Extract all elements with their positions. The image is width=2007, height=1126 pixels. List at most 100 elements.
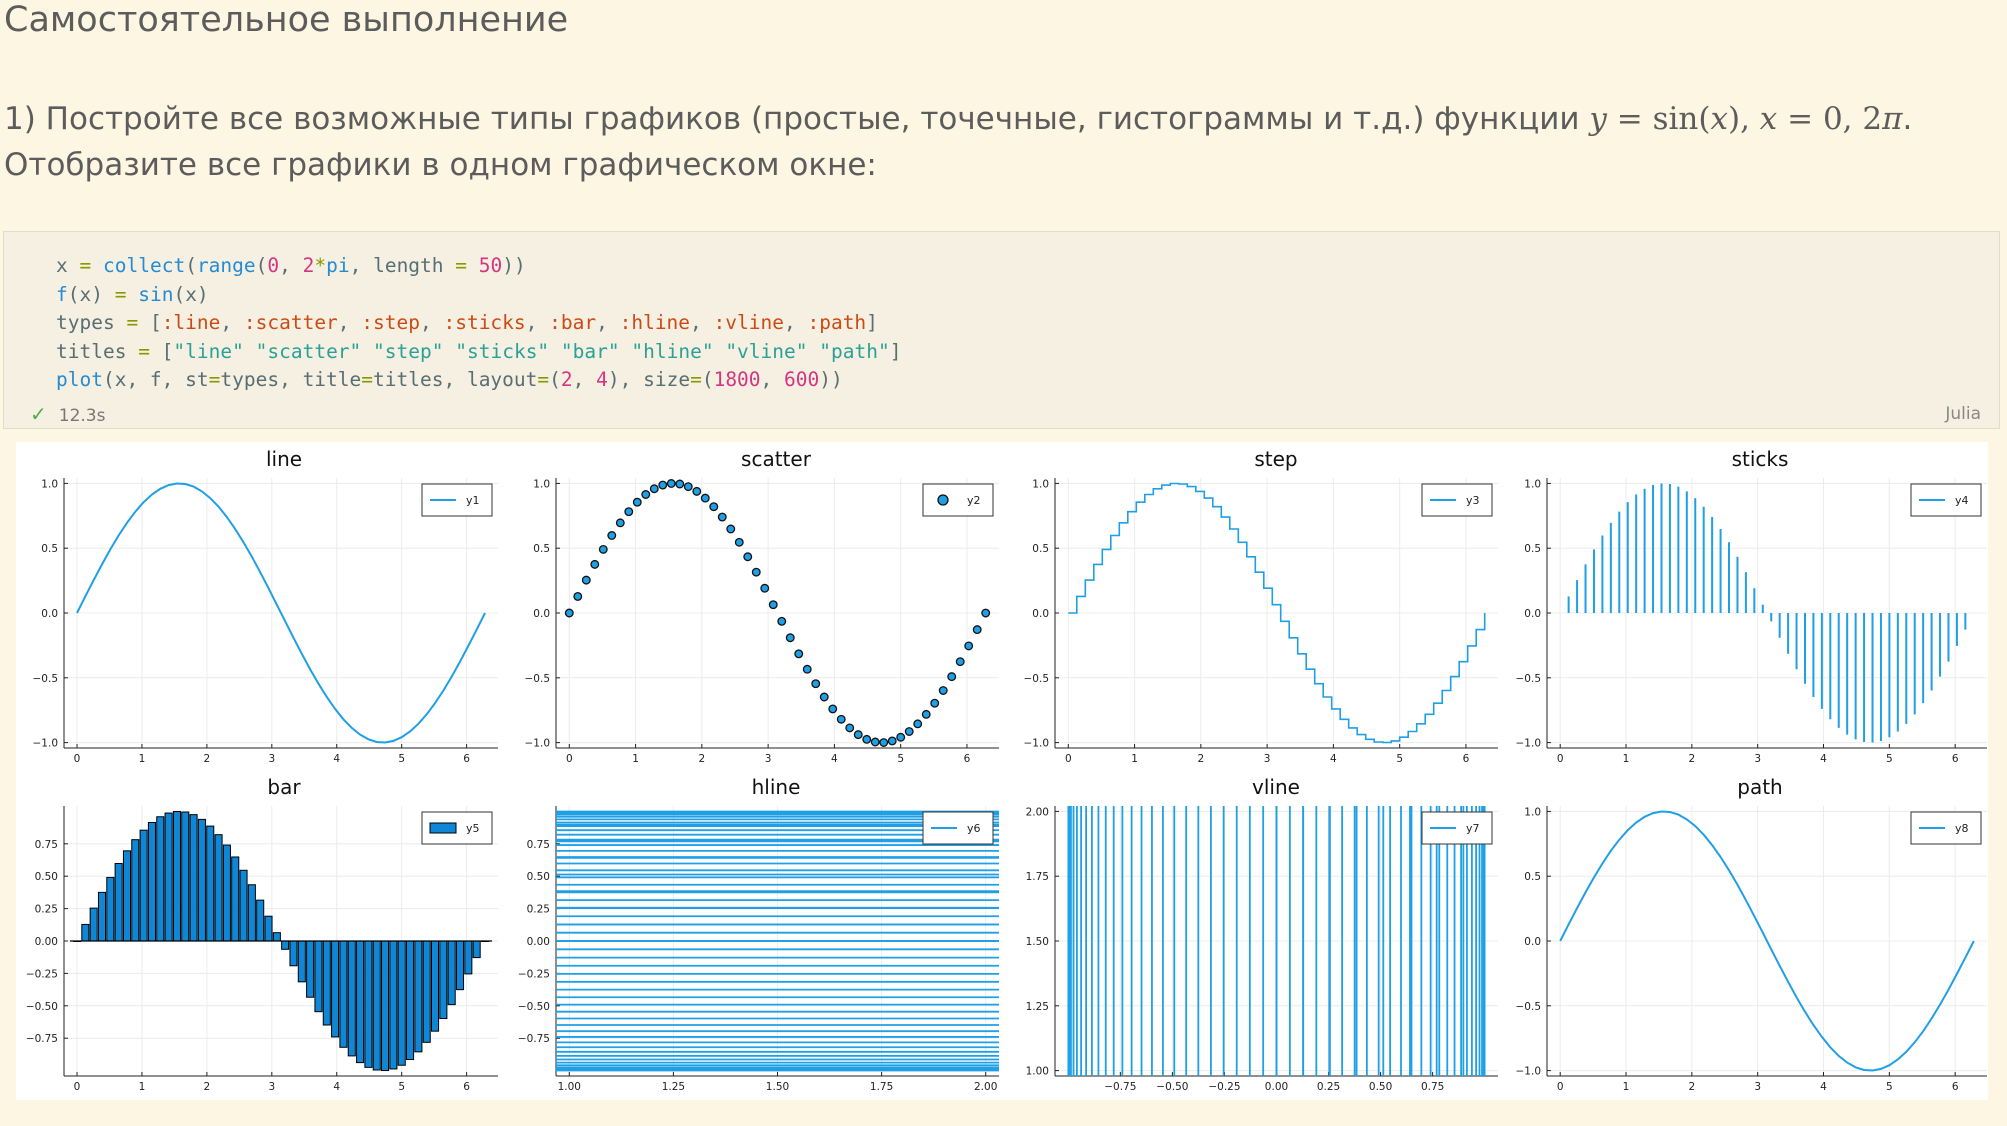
execution-status: ✓ 12.3s [30, 402, 105, 426]
code-cell[interactable]: x = collect(range(0, 2*pi, length = 50))… [3, 231, 2000, 429]
chart-panel-path: 0 1 2 3 4 5 6 1.0 0.5 0.0 −0.5 −1.0 path y8 [1516, 775, 1987, 1093]
x-tick-label: 0.75 [1421, 1081, 1444, 1093]
chart-title: bar [267, 775, 301, 799]
y-tick-label: −0.5 [1024, 673, 1050, 685]
bar [106, 876, 115, 942]
scatter-point [938, 686, 948, 695]
legend-label: y3 [1466, 494, 1480, 507]
x-tick-label: 6 [463, 753, 470, 765]
x-tick-label: 3 [268, 753, 275, 765]
bar [197, 818, 206, 942]
bar [397, 940, 406, 1066]
y-tick-label: 0.5 [533, 543, 550, 555]
x-tick-label: 0.25 [1317, 1081, 1340, 1093]
chart-panel-step: 0 1 2 3 4 5 6 1.0 0.5 0.0 −0.5 −1.0 step y3 [1024, 447, 1498, 765]
chart-panel-vline: −0.75 −0.50 −0.25 0.00 0.25 0.50 0.75 2.00 1.75 1… [1026, 775, 1498, 1093]
y-tick-label: 1.0 [1524, 806, 1541, 818]
y-tick-label: 1.0 [41, 478, 58, 490]
x-tick-label: 1 [632, 753, 639, 765]
x-tick-label: 4 [1330, 753, 1337, 765]
x-tick-label: 0 [74, 753, 81, 765]
scatter-point [700, 493, 710, 503]
x-tick-label: 1 [139, 753, 146, 765]
y-tick-label: 0.0 [41, 608, 58, 620]
chart-title: sticks [1732, 447, 1789, 471]
x-tick-label: 6 [1952, 753, 1959, 765]
section-heading: Самостоятельное выполнение [4, 0, 569, 40]
scatter-point [896, 732, 906, 742]
y-tick-label: 1.0 [1032, 478, 1049, 490]
y-tick-label: 0.50 [35, 871, 58, 883]
scatter-point [717, 512, 727, 522]
legend-box [922, 483, 994, 517]
series-line [76, 482, 486, 744]
bar [372, 940, 381, 1071]
formula-pi: π [1882, 101, 1903, 137]
code-editor[interactable]: x = collect(range(0, 2*pi, length = 50))… [56, 252, 901, 395]
scatter-point [913, 719, 923, 729]
x-tick-label: −0.50 [1156, 1081, 1188, 1093]
x-tick-label: 5 [897, 753, 904, 765]
scatter-point [581, 575, 591, 585]
bar [214, 834, 223, 942]
bar [256, 899, 265, 942]
x-tick-label: 6 [964, 753, 971, 765]
bar [331, 940, 340, 1038]
bar [422, 940, 431, 1043]
legend-label: y2 [967, 494, 981, 507]
scatter-point [658, 480, 668, 490]
x-tick-label: 6 [463, 1081, 470, 1093]
x-tick-label: 4 [1820, 753, 1827, 765]
scatter-point [598, 544, 608, 554]
x-tick-label: 5 [1886, 753, 1893, 765]
scatter-point [641, 490, 651, 499]
x-tick-label: 1.00 [558, 1081, 581, 1093]
x-tick-label: 2 [204, 1081, 211, 1093]
bar [97, 891, 107, 942]
legend-label: y4 [1955, 494, 1969, 507]
scatter-point [590, 559, 600, 569]
bar [347, 940, 356, 1057]
scatter-point [692, 486, 702, 496]
bar [189, 814, 198, 942]
code-line: x = collect(range(0, 2*pi, length = 50)) [56, 254, 526, 277]
scatter-point [666, 479, 676, 488]
scatter-point [828, 704, 838, 714]
y-tick-label: −0.25 [26, 968, 58, 980]
x-tick-label: 0 [74, 1081, 81, 1093]
bar [272, 932, 281, 942]
scatter-point [777, 616, 787, 626]
code-line: titles = ["line" "scatter" "step" "stick… [56, 339, 902, 363]
cell-language[interactable]: Julia [1945, 404, 1981, 424]
x-tick-label: 5 [1396, 753, 1403, 765]
scatter-point [819, 692, 829, 702]
formula-x: x [1710, 101, 1728, 137]
execution-time: 12.3s [58, 406, 106, 426]
scatter-point [921, 709, 931, 719]
bar [455, 940, 465, 991]
scatter-point [743, 552, 753, 562]
x-tick-label: 2 [1689, 753, 1696, 765]
chart-panel-line: 0 1 2 3 4 5 6 1.0 0.5 0.0 −0.5 −1.0 line y1 [33, 447, 498, 765]
y-tick-label: 0.5 [1524, 871, 1541, 883]
y-tick-label: 1.00 [1026, 1066, 1049, 1078]
y-tick-label: 1.50 [1026, 936, 1049, 948]
x-tick-label: 0 [1065, 753, 1072, 765]
bar [147, 821, 156, 942]
bar [439, 940, 448, 1020]
chart-title: vline [1252, 775, 1300, 799]
y-tick-label: 2.00 [1026, 806, 1049, 818]
scatter-point [904, 727, 914, 736]
bar [389, 940, 398, 1070]
y-tick-label: −0.25 [518, 968, 550, 980]
chart-title: step [1254, 447, 1297, 471]
x-tick-label: 3 [765, 753, 772, 765]
x-tick-label: 1.25 [662, 1081, 685, 1093]
code-line: types = [:line, :scatter, :step, :sticks… [56, 311, 878, 334]
bar [81, 923, 90, 942]
bar [306, 940, 315, 998]
bar [406, 940, 415, 1061]
chart-title: scatter [741, 447, 812, 471]
bar [181, 811, 190, 942]
bar [264, 915, 273, 942]
